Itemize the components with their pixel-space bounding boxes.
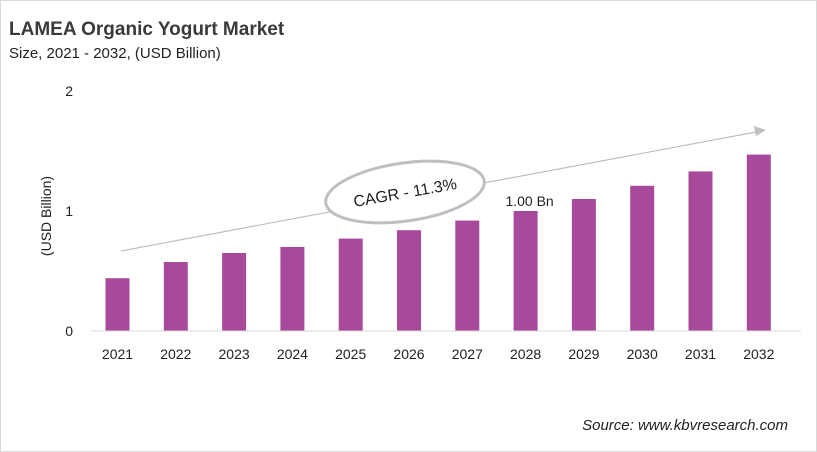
x-tick-label: 2032 bbox=[743, 346, 774, 362]
x-tick-label: 2021 bbox=[102, 346, 133, 362]
x-tick-label: 2022 bbox=[160, 346, 191, 362]
x-tick-label: 2029 bbox=[568, 346, 599, 362]
bar-2029 bbox=[571, 199, 596, 331]
x-tick-label: 2031 bbox=[685, 346, 716, 362]
chart-title: LAMEA Organic Yogurt Market bbox=[9, 19, 285, 40]
bar-2026 bbox=[397, 230, 421, 331]
x-tick-label: 2028 bbox=[510, 346, 541, 362]
x-tick-label: 2026 bbox=[393, 346, 424, 362]
y-tick-label: 2 bbox=[65, 83, 73, 99]
y-axis-label: (USD Billion) bbox=[38, 176, 54, 256]
bar-2028 bbox=[513, 211, 538, 331]
bar-2032 bbox=[746, 154, 771, 331]
y-tick-label: 0 bbox=[65, 323, 73, 339]
bar-2021 bbox=[105, 278, 130, 331]
bar-2027 bbox=[455, 220, 480, 331]
bar-2024 bbox=[280, 247, 305, 331]
y-tick-label: 1 bbox=[65, 203, 73, 219]
cagr-ellipse bbox=[324, 159, 486, 225]
chart-subtitle: Size, 2021 - 2032, (USD Billion) bbox=[9, 45, 221, 62]
bar-2025 bbox=[338, 238, 363, 331]
bar-2031 bbox=[688, 171, 713, 331]
bar-2023 bbox=[222, 253, 247, 331]
source-note: Source: www.kbvresearch.com bbox=[582, 417, 788, 434]
data-label-2028: 1.00 Bn bbox=[505, 193, 553, 209]
x-tick-label: 2027 bbox=[452, 346, 483, 362]
x-tick-label: 2024 bbox=[277, 346, 308, 362]
x-tick-label: 2030 bbox=[627, 346, 658, 362]
x-tick-label: 2025 bbox=[335, 346, 366, 362]
bar-2022 bbox=[163, 262, 188, 331]
trend-arrow-head bbox=[754, 126, 766, 136]
bar-2030 bbox=[630, 185, 655, 331]
x-tick-label: 2023 bbox=[219, 346, 250, 362]
